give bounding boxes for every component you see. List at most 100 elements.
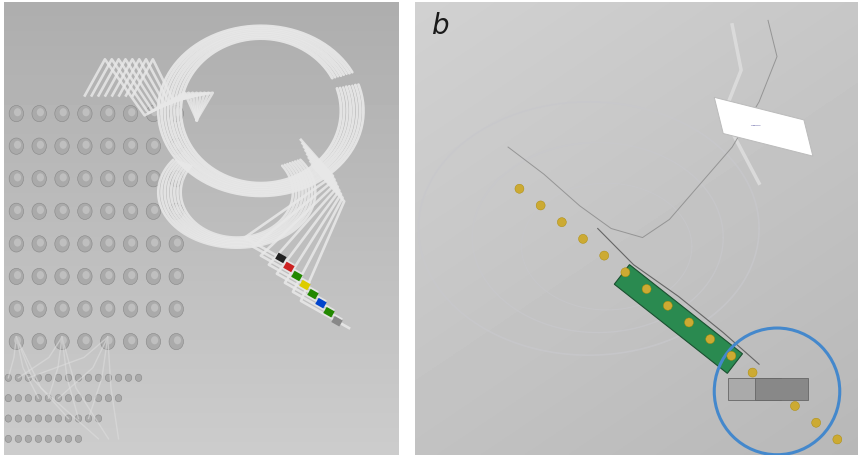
- Circle shape: [169, 203, 183, 219]
- Circle shape: [169, 268, 183, 285]
- Circle shape: [32, 170, 46, 187]
- Circle shape: [123, 170, 138, 187]
- Circle shape: [115, 394, 121, 402]
- Circle shape: [59, 141, 67, 149]
- Circle shape: [83, 108, 90, 116]
- Circle shape: [174, 336, 181, 344]
- Circle shape: [45, 415, 52, 422]
- Circle shape: [101, 301, 115, 317]
- Circle shape: [77, 203, 92, 219]
- Polygon shape: [727, 378, 781, 400]
- Circle shape: [59, 271, 67, 279]
- Circle shape: [59, 336, 67, 344]
- Circle shape: [146, 106, 160, 122]
- Circle shape: [151, 239, 158, 247]
- Circle shape: [75, 435, 82, 442]
- Circle shape: [37, 108, 44, 116]
- Circle shape: [105, 303, 113, 312]
- Circle shape: [101, 138, 115, 154]
- Circle shape: [77, 170, 92, 187]
- Circle shape: [37, 239, 44, 247]
- Circle shape: [747, 368, 756, 377]
- Circle shape: [578, 234, 587, 244]
- Circle shape: [14, 173, 22, 181]
- Circle shape: [65, 435, 71, 442]
- Circle shape: [705, 335, 714, 344]
- Circle shape: [37, 336, 44, 344]
- Circle shape: [83, 173, 90, 181]
- Circle shape: [641, 285, 650, 293]
- Circle shape: [65, 415, 71, 422]
- Circle shape: [9, 203, 23, 219]
- Text: b: b: [431, 12, 449, 40]
- Circle shape: [75, 415, 82, 422]
- Circle shape: [55, 236, 69, 252]
- Circle shape: [151, 206, 158, 214]
- Circle shape: [101, 170, 115, 187]
- Circle shape: [32, 138, 46, 154]
- Circle shape: [32, 203, 46, 219]
- Circle shape: [169, 106, 183, 122]
- Circle shape: [128, 336, 135, 344]
- Circle shape: [85, 394, 91, 402]
- Circle shape: [14, 271, 22, 279]
- Circle shape: [35, 435, 41, 442]
- Circle shape: [83, 303, 90, 312]
- Circle shape: [55, 334, 69, 350]
- Circle shape: [14, 239, 22, 247]
- Circle shape: [146, 268, 160, 285]
- Circle shape: [123, 301, 138, 317]
- Circle shape: [83, 239, 90, 247]
- Circle shape: [128, 173, 135, 181]
- Circle shape: [128, 108, 135, 116]
- Circle shape: [174, 303, 181, 312]
- Circle shape: [55, 374, 61, 382]
- Circle shape: [663, 301, 672, 310]
- Circle shape: [55, 170, 69, 187]
- Circle shape: [32, 106, 46, 122]
- Circle shape: [14, 141, 22, 149]
- Circle shape: [96, 415, 102, 422]
- Circle shape: [123, 203, 138, 219]
- Circle shape: [105, 206, 113, 214]
- Circle shape: [105, 336, 113, 344]
- Circle shape: [59, 206, 67, 214]
- Circle shape: [75, 394, 82, 402]
- Polygon shape: [614, 265, 741, 373]
- Circle shape: [128, 206, 135, 214]
- Circle shape: [174, 239, 181, 247]
- Circle shape: [514, 184, 523, 193]
- Circle shape: [169, 170, 183, 187]
- Circle shape: [128, 141, 135, 149]
- Circle shape: [128, 271, 135, 279]
- Circle shape: [65, 374, 71, 382]
- Circle shape: [55, 301, 69, 317]
- Circle shape: [14, 336, 22, 344]
- Circle shape: [105, 374, 112, 382]
- Circle shape: [9, 301, 23, 317]
- Circle shape: [105, 394, 112, 402]
- Circle shape: [620, 268, 629, 277]
- Circle shape: [83, 141, 90, 149]
- Circle shape: [9, 138, 23, 154]
- Circle shape: [105, 108, 113, 116]
- Circle shape: [726, 351, 735, 361]
- Circle shape: [55, 435, 61, 442]
- Circle shape: [65, 394, 71, 402]
- Circle shape: [146, 301, 160, 317]
- Text: ___: ___: [749, 120, 759, 126]
- Circle shape: [55, 394, 61, 402]
- Circle shape: [25, 394, 32, 402]
- Circle shape: [9, 106, 23, 122]
- Circle shape: [151, 173, 158, 181]
- Circle shape: [59, 239, 67, 247]
- Circle shape: [146, 203, 160, 219]
- Circle shape: [83, 336, 90, 344]
- Circle shape: [32, 268, 46, 285]
- Circle shape: [123, 334, 138, 350]
- Circle shape: [96, 374, 102, 382]
- Circle shape: [55, 138, 69, 154]
- Circle shape: [5, 435, 11, 442]
- Circle shape: [5, 394, 11, 402]
- Circle shape: [32, 236, 46, 252]
